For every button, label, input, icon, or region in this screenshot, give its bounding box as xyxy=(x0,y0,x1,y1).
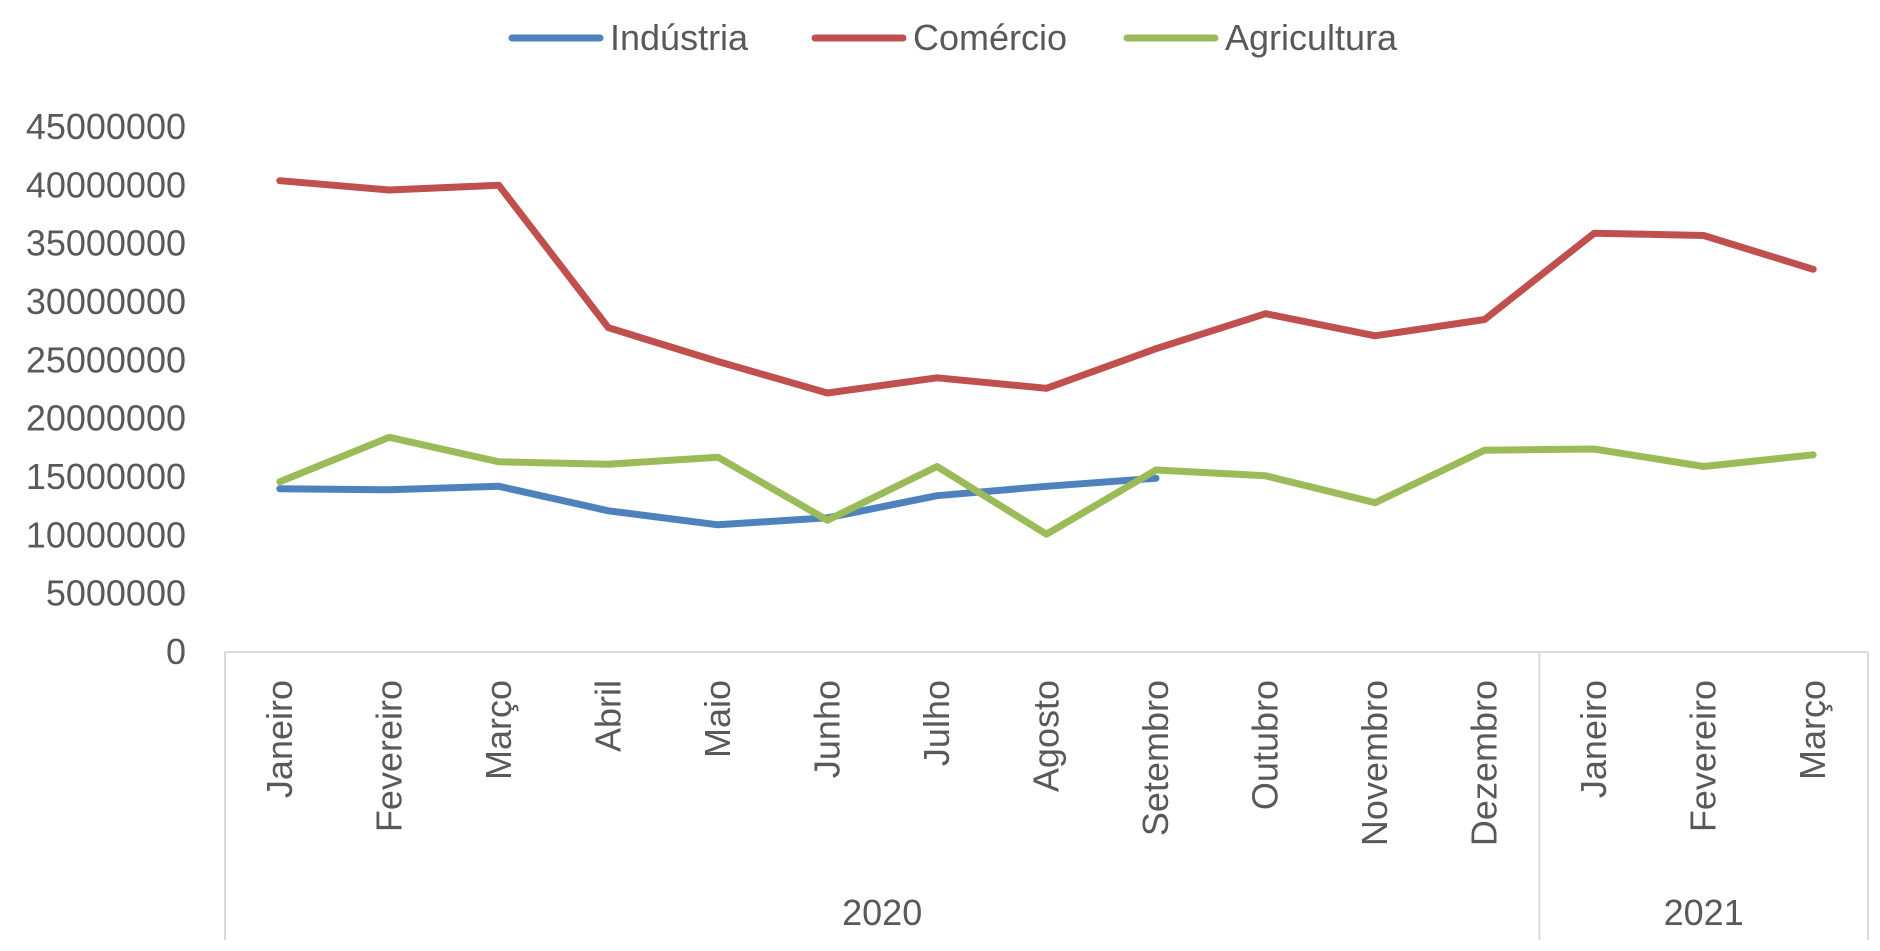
x-tick-label: Abril xyxy=(587,680,628,752)
x-tick-label: Agosto xyxy=(1026,680,1067,792)
legend-label: Indústria xyxy=(610,17,749,58)
x-tick-label: Outubro xyxy=(1245,680,1286,810)
y-tick-label: 35000000 xyxy=(26,223,186,264)
y-tick-label: 0 xyxy=(166,631,186,672)
y-tick-label: 10000000 xyxy=(26,514,186,555)
x-tick-label: Junho xyxy=(806,680,847,778)
legend: Indústria Comércio Agricultura xyxy=(508,17,1398,58)
y-tick-label: 15000000 xyxy=(26,456,186,497)
y-tick-label: 20000000 xyxy=(26,398,186,439)
y-tick-label: 30000000 xyxy=(26,281,186,322)
group-label: 2021 xyxy=(1664,892,1744,933)
x-tick-label: Março xyxy=(478,680,519,780)
series-line-industria xyxy=(276,474,1160,529)
legend-label: Comércio xyxy=(913,17,1067,58)
group-label: 2020 xyxy=(842,892,922,933)
x-tick-label: Maio xyxy=(697,680,738,758)
series-line-agricultura xyxy=(276,433,1817,538)
x-tick-label: Fevereiro xyxy=(1683,680,1724,832)
plot-area xyxy=(276,177,1817,538)
x-tick-label: Fevereiro xyxy=(368,680,409,832)
x-tick-label: Março xyxy=(1792,680,1833,780)
y-tick-label: 45000000 xyxy=(26,106,186,147)
x-tick-label: Janeiro xyxy=(259,680,300,798)
x-axis: Janeiro Fevereiro Março Abril Maio Junho Julho… xyxy=(224,651,1869,940)
y-axis: 0 5000000 10000000 15000000 20000000 25000000… xyxy=(26,106,186,672)
x-tick-label: Setembro xyxy=(1135,680,1176,836)
y-tick-label: 5000000 xyxy=(46,573,186,614)
x-tick-label: Julho xyxy=(916,680,957,766)
x-tick-label: Dezembro xyxy=(1464,680,1505,846)
y-tick-label: 25000000 xyxy=(26,339,186,380)
x-tick-label: Janeiro xyxy=(1573,680,1614,798)
x-tick-label: Novembro xyxy=(1354,680,1395,846)
y-tick-label: 40000000 xyxy=(26,164,186,205)
series-line-comercio xyxy=(276,177,1817,397)
legend-label: Agricultura xyxy=(1225,17,1398,58)
